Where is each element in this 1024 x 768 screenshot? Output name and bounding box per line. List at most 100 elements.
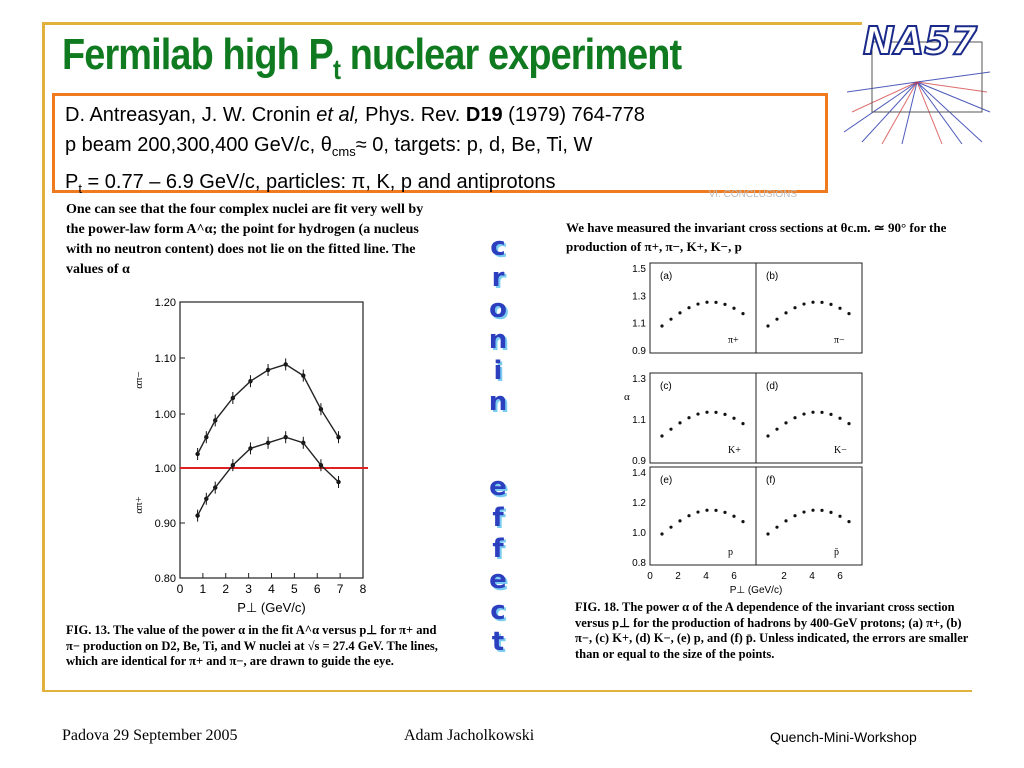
data-point — [732, 416, 736, 420]
footer-rule — [42, 690, 972, 692]
panel-frame — [755, 466, 863, 566]
data-point — [784, 519, 788, 523]
alpha-panels-chart: (a) π+ (b) π− 1.5 1.3 1.1 0.9 (c) K+ (d) K− 1.3 1.1 0.… — [624, 262, 863, 595]
y-tick-label: 1.3 — [632, 291, 646, 302]
letter: f — [492, 534, 508, 564]
data-point — [678, 311, 682, 315]
reference-line-2: p beam 200,300,400 GeV/c, θcms≈ 0, targe… — [65, 134, 593, 159]
data-point — [811, 300, 815, 304]
x-tick-label: 2 — [675, 571, 681, 582]
x-tick-label: 2 — [222, 582, 229, 596]
y-tick-label: 0.8 — [632, 558, 646, 569]
data-point — [723, 412, 727, 417]
data-point — [802, 412, 806, 416]
x-tick-label: 6 — [731, 571, 737, 582]
x-tick-label: 6 — [314, 582, 321, 596]
data-point — [793, 416, 797, 420]
letter: e — [489, 472, 511, 502]
data-point — [669, 525, 673, 529]
data-point — [696, 412, 700, 416]
figure-13-caption: FIG. 13. The value of the power α in the… — [66, 623, 438, 668]
data-point — [838, 306, 842, 310]
scan-left-text: One can see that the four complex nuclei… — [66, 202, 424, 277]
y-tick-label: 1.4 — [632, 468, 646, 479]
reference-line-3: Pt = 0.77 – 6.9 GeV/c, particles: π, K, … — [65, 171, 556, 196]
x-tick-label: 4 — [809, 571, 815, 582]
y-tick-label: 1.1 — [632, 319, 646, 330]
alpha-vs-pt-chart: 0 1 2 3 4 5 6 7 8 0.80 0.90 1.00 1.00 1.10 1.20 P⊥ (GeV… — [133, 297, 368, 615]
x-axis-label: P⊥ (GeV/c) — [730, 585, 783, 595]
y-axis-label-lower: απ+ — [133, 496, 145, 514]
frame-left-rule — [42, 22, 45, 692]
letter: r — [491, 263, 509, 293]
reference-line-1: D. Antreasyan, J. W. Cronin et al, Phys.… — [65, 104, 645, 126]
data-point — [696, 510, 700, 514]
data-point — [784, 311, 788, 315]
data-point — [820, 410, 824, 414]
panel-particle: K+ — [728, 445, 741, 456]
footer-center: Adam Jacholkowski — [404, 727, 535, 744]
scan-right-text: We have measured the invariant cross sec… — [566, 220, 947, 254]
y-tick-label: 1.00 — [155, 463, 176, 475]
x-tick-label: 5 — [291, 582, 298, 596]
data-point — [687, 416, 691, 420]
data-point — [802, 510, 806, 514]
data-point — [687, 306, 691, 310]
y-tick-label: 1.2 — [632, 498, 646, 509]
data-point — [811, 508, 815, 512]
frame-top-rule — [42, 22, 862, 25]
data-point — [669, 427, 673, 431]
x-tick-label: 3 — [245, 582, 252, 596]
data-point — [766, 532, 770, 536]
data-point — [784, 421, 788, 425]
x-tick-label: 6 — [837, 571, 843, 582]
data-point — [714, 508, 718, 512]
data-point — [660, 532, 664, 536]
panel-frame — [755, 262, 863, 354]
data-point — [793, 306, 797, 310]
data-point — [732, 514, 736, 518]
panel-label: (a) — [660, 271, 672, 282]
letter: i — [493, 356, 507, 386]
panel-label: (d) — [766, 381, 778, 392]
y-tick-label: 1.10 — [155, 353, 176, 365]
vertical-word-effect: e f f e c t — [470, 472, 530, 658]
letter: c — [490, 596, 510, 626]
y-tick-label: 1.5 — [632, 264, 646, 275]
data-point — [775, 427, 779, 431]
figure-18-caption: FIG. 18. The power α of the A dependence… — [575, 600, 969, 661]
y-tick-label: 0.90 — [155, 518, 176, 530]
data-point — [811, 410, 815, 414]
data-point — [741, 422, 745, 426]
letter: n — [488, 325, 512, 355]
data-point — [705, 508, 709, 512]
panel-particle: K− — [834, 445, 847, 456]
data-point — [829, 302, 833, 307]
panel-label: (b) — [766, 271, 778, 282]
data-point — [775, 317, 779, 321]
panel-particle: p — [728, 547, 733, 558]
letter: c — [490, 232, 510, 262]
panel-label: (c) — [660, 381, 672, 392]
data-point — [766, 434, 770, 438]
slide-title: Fermilab high Pt nuclear experiment — [62, 30, 682, 85]
x-tick-label: 2 — [781, 571, 787, 582]
data-point — [678, 519, 682, 523]
data-point — [705, 300, 709, 304]
data-point — [714, 300, 718, 304]
y-tick-label: 1.1 — [632, 415, 646, 426]
series-curve — [196, 436, 339, 516]
x-tick-label: 8 — [360, 582, 367, 596]
y-axis-label: α — [624, 391, 630, 403]
data-point — [705, 410, 709, 414]
reference-box: D. Antreasyan, J. W. Cronin et al, Phys.… — [52, 93, 828, 200]
vertical-word-cronin: c r o n i n — [470, 232, 530, 418]
panel-label: (e) — [660, 475, 672, 486]
y-tick-label: 0.80 — [155, 573, 176, 585]
data-point — [714, 410, 718, 414]
footer-right: Quench-Mini-Workshop — [770, 729, 917, 745]
x-tick-label: 0 — [177, 582, 184, 596]
data-point — [741, 520, 745, 524]
data-point — [820, 300, 824, 304]
hidden-section-header: VI. CONCLUSIONS — [708, 189, 797, 200]
